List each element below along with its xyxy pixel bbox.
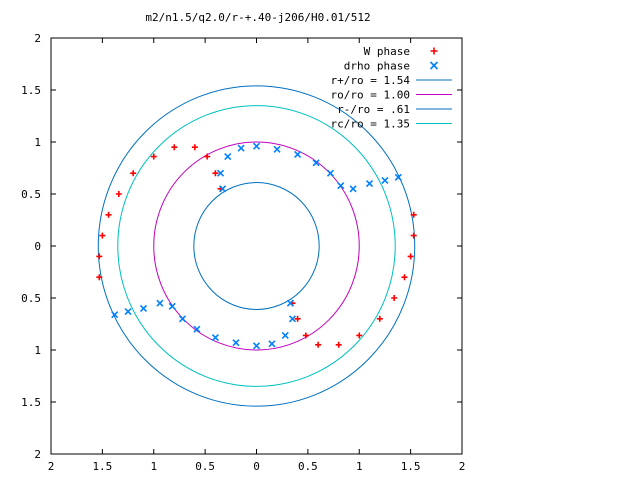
w-phase-marker xyxy=(105,211,112,218)
w-phase-marker xyxy=(315,341,322,348)
drho-phase-marker xyxy=(178,315,187,323)
legend-label: r-/ro = .61 xyxy=(337,103,410,116)
drho-phase-marker xyxy=(211,333,219,342)
drho-phase-marker xyxy=(273,145,281,153)
x-tick-label: 1 xyxy=(356,460,363,473)
drho-phase-marker xyxy=(252,342,261,350)
x-tick-label: 2 xyxy=(459,460,466,473)
w-phase-marker xyxy=(191,144,198,151)
drho-phase-marker xyxy=(216,169,225,177)
legend-label: r+/ro = 1.54 xyxy=(331,74,411,87)
w-phase-marker xyxy=(294,315,301,322)
drho-phase-marker xyxy=(168,302,176,310)
tick-marks xyxy=(50,37,463,455)
drho-phase-marker xyxy=(326,169,335,177)
x-tick-label: 0.5 xyxy=(298,460,318,473)
reference-circle xyxy=(193,182,320,310)
w-phase-marker xyxy=(204,153,211,160)
drho-phase-marker xyxy=(394,173,402,181)
w-phase-marker xyxy=(410,232,417,239)
x-tick-label: 0 xyxy=(253,460,260,473)
y-tick-label: 2 xyxy=(34,32,41,45)
y-tick-label: 2 xyxy=(34,448,41,461)
y-tick-labels: 2 1.5 1 0.5 0 0.5 1 1.5 2 xyxy=(21,32,41,461)
w-phase-marker xyxy=(115,191,122,197)
legend-marker xyxy=(430,47,438,55)
drho-phase-marker xyxy=(381,176,389,185)
drho-phase-marker xyxy=(111,311,119,319)
data-markers xyxy=(96,142,417,350)
drho-phase-marker xyxy=(193,325,201,333)
reference-circles xyxy=(97,85,416,407)
drho-phase-marker xyxy=(139,304,148,312)
y-tick-label: 1.5 xyxy=(21,84,41,97)
drho-phase-marker xyxy=(268,340,276,348)
y-tick-label: 0 xyxy=(34,240,41,253)
w-phase-marker xyxy=(212,170,219,177)
drho-phase-marker xyxy=(349,185,357,193)
w-phase-marker xyxy=(335,341,342,348)
w-phase-marker xyxy=(96,253,103,260)
x-tick-labels: 2 1.5 1 0.5 0 0.5 1 1.5 2 xyxy=(48,460,466,473)
reference-circle xyxy=(97,85,416,407)
legend-label: drho phase xyxy=(344,60,410,73)
w-phase-marker xyxy=(150,153,157,160)
legend-label: ro/ro = 1.00 xyxy=(331,89,410,102)
x-tick-label: 0.5 xyxy=(195,460,215,473)
w-phase-marker xyxy=(410,211,417,218)
x-tick-label: 2 xyxy=(48,460,55,473)
x-tick-label: 1.5 xyxy=(401,460,421,473)
drho-phase-marker xyxy=(294,150,302,159)
drho-phase-marker xyxy=(286,299,294,307)
reference-circle xyxy=(117,105,396,387)
y-tick-label: 1 xyxy=(34,136,41,149)
legend-label: W phase xyxy=(364,45,410,58)
drho-phase-marker xyxy=(365,180,374,188)
x-tick-label: 1.5 xyxy=(92,460,112,473)
y-tick-label: 0.5 xyxy=(21,292,41,305)
drho-phase-marker xyxy=(124,307,132,316)
drho-phase-marker xyxy=(281,331,289,340)
y-tick-label: 1 xyxy=(34,344,41,357)
w-phase-marker xyxy=(99,232,106,239)
legend: W phase drho phase r+/ro = 1.54 ro/ro = … xyxy=(331,45,452,131)
drho-phase-marker xyxy=(312,159,320,167)
drho-phase-marker xyxy=(237,144,245,152)
w-phase-marker xyxy=(171,144,178,151)
w-phase-marker xyxy=(302,332,309,339)
x-tick-label: 1 xyxy=(150,460,157,473)
reference-circle xyxy=(153,141,360,351)
drho-phase-marker xyxy=(337,182,345,190)
w-phase-marker xyxy=(407,253,414,260)
chart-title: m2/n1.5/q2.0/r-+.40-j206/H0.01/512 xyxy=(145,11,370,24)
y-tick-label: 0.5 xyxy=(21,188,41,201)
drho-phase-marker xyxy=(288,315,297,323)
drho-phase-marker xyxy=(219,185,227,193)
w-phase-marker xyxy=(401,274,408,281)
drho-phase-marker xyxy=(224,152,232,161)
legend-marker xyxy=(429,61,439,70)
legend-label: rc/ro = 1.35 xyxy=(331,118,410,131)
w-phase-marker xyxy=(130,170,137,177)
drho-phase-marker xyxy=(252,142,261,150)
w-phase-marker xyxy=(376,315,383,322)
w-phase-marker xyxy=(96,274,103,281)
drho-phase-marker xyxy=(232,339,240,347)
w-phase-marker xyxy=(391,295,398,301)
y-tick-label: 1.5 xyxy=(21,396,41,409)
drho-phase-marker xyxy=(156,299,164,307)
w-phase-marker xyxy=(356,332,363,339)
